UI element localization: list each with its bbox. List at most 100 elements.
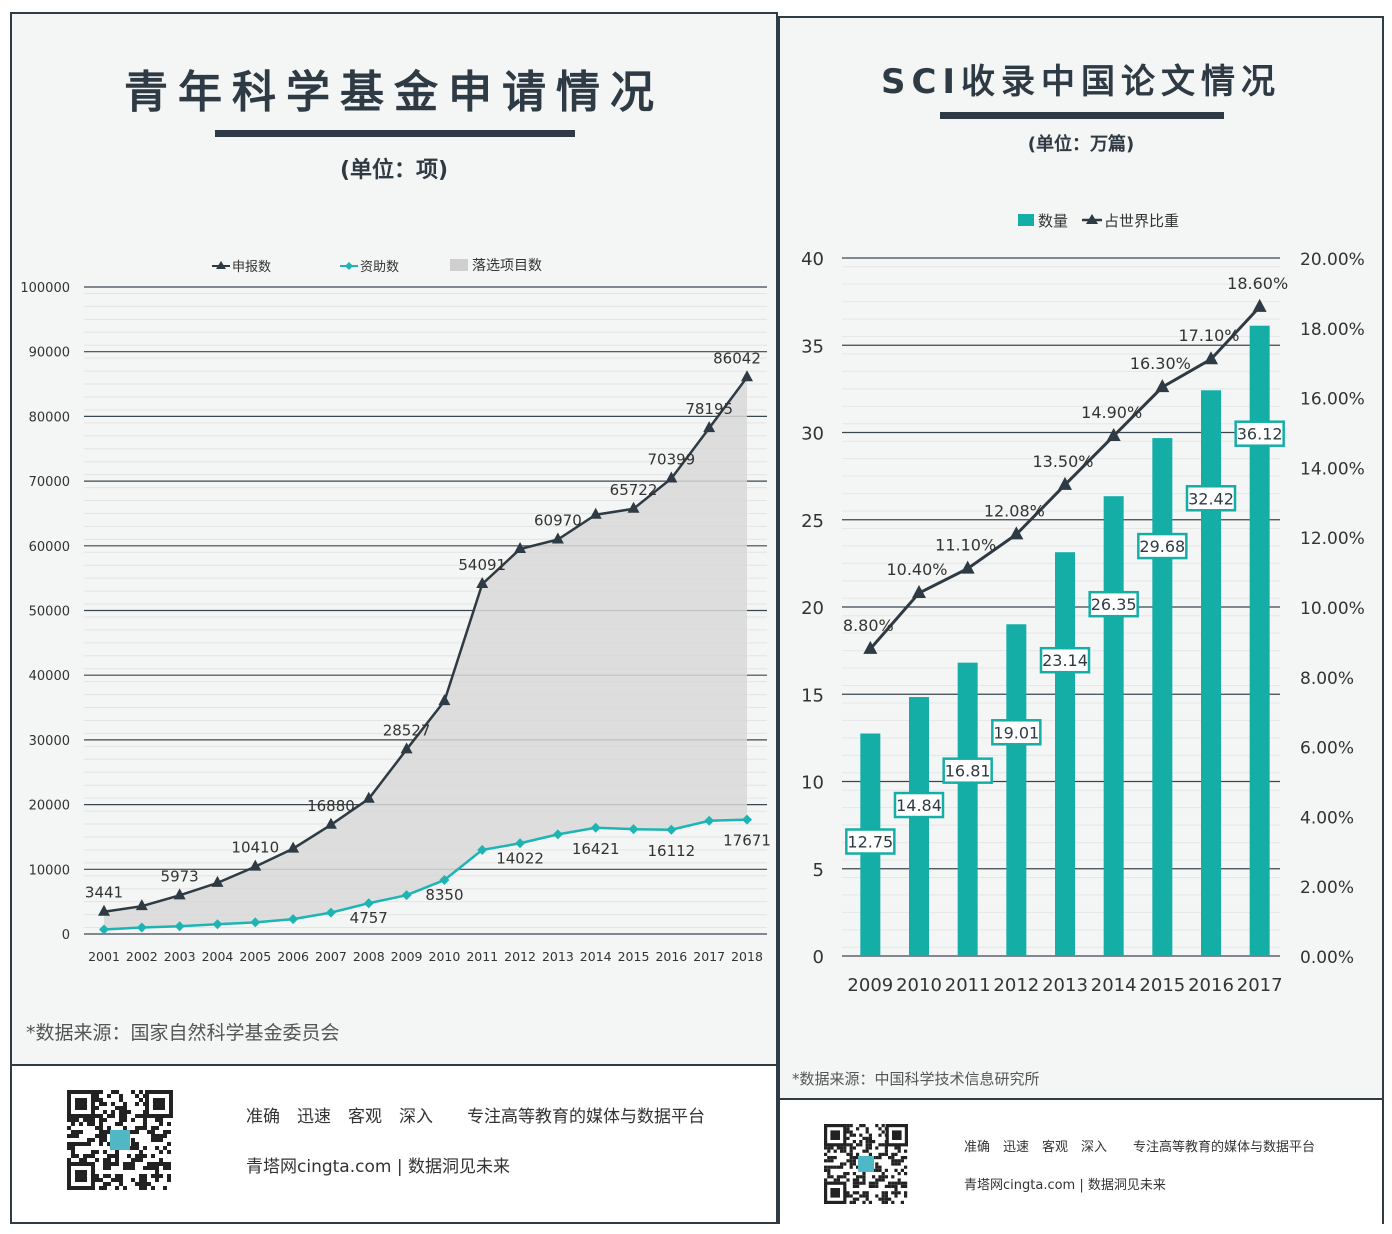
qr-module bbox=[894, 1191, 898, 1195]
qr-module bbox=[875, 1181, 879, 1185]
qr-module bbox=[103, 1186, 107, 1190]
y-tick-label: 25 bbox=[801, 511, 824, 532]
qr-module bbox=[151, 1134, 155, 1138]
qr-module bbox=[884, 1175, 888, 1179]
qr-module bbox=[83, 1142, 87, 1146]
qr-module bbox=[875, 1194, 879, 1198]
qr-module bbox=[163, 1186, 167, 1190]
qr-module bbox=[897, 1162, 901, 1166]
qr-module bbox=[107, 1126, 111, 1130]
right-footer-tagline: 准确 迅速 客观 深入 专注高等教育的媒体与数据平台 bbox=[964, 1140, 1316, 1155]
qr-module bbox=[849, 1200, 853, 1204]
qr-module bbox=[865, 1143, 869, 1147]
qr-module bbox=[143, 1182, 147, 1186]
qr-module bbox=[83, 1118, 87, 1122]
qr-module bbox=[103, 1150, 107, 1154]
qr-module bbox=[131, 1146, 135, 1150]
qr-module bbox=[107, 1094, 111, 1098]
qr-module bbox=[836, 1146, 840, 1150]
qr-module bbox=[872, 1140, 876, 1144]
qr-module bbox=[151, 1130, 155, 1134]
qr-module bbox=[103, 1118, 107, 1122]
qr-module bbox=[67, 1118, 71, 1122]
qr-module bbox=[878, 1156, 882, 1160]
legend-label: 占世界比重 bbox=[1104, 212, 1179, 230]
qr-module bbox=[875, 1178, 879, 1182]
funded-point bbox=[666, 824, 677, 835]
qr-module bbox=[87, 1138, 91, 1142]
qr-module bbox=[827, 1168, 831, 1172]
bar-label: 36.12 bbox=[1237, 425, 1283, 444]
qr-module bbox=[843, 1149, 847, 1153]
qr-module bbox=[123, 1106, 127, 1110]
bar bbox=[1201, 390, 1221, 956]
x-tick-label: 2016 bbox=[1188, 975, 1234, 996]
qr-module bbox=[830, 1156, 834, 1160]
qr-module bbox=[904, 1184, 908, 1188]
qr-module bbox=[824, 1159, 828, 1163]
qr-module bbox=[846, 1136, 850, 1140]
qr-module bbox=[852, 1133, 856, 1137]
qr-module bbox=[878, 1133, 882, 1137]
qr-module bbox=[155, 1118, 159, 1122]
data-label: 28527 bbox=[383, 721, 431, 739]
left-panel: 青年科学基金申请情况 (单位：项) 0 10000 20000 30000 40000 5… bbox=[10, 12, 778, 1224]
funded-point bbox=[136, 922, 147, 933]
y-tick-label: 40000 bbox=[29, 669, 70, 684]
qr-module bbox=[852, 1140, 856, 1144]
qr-module bbox=[127, 1110, 131, 1114]
data-label: 5973 bbox=[161, 867, 199, 885]
qr-module bbox=[99, 1118, 103, 1122]
qr-module bbox=[163, 1166, 167, 1170]
qr-module bbox=[900, 1156, 904, 1160]
qr-module bbox=[849, 1156, 853, 1160]
qr-module bbox=[155, 1146, 159, 1150]
qr-module bbox=[107, 1174, 111, 1178]
qr-module bbox=[119, 1118, 123, 1122]
qr-module bbox=[119, 1094, 123, 1098]
left-source-note: *数据来源：国家自然科学基金委员会 bbox=[26, 1022, 340, 1044]
qr-module bbox=[167, 1130, 171, 1134]
qr-module bbox=[878, 1175, 882, 1179]
qr-module bbox=[894, 1188, 898, 1192]
qr-finder bbox=[75, 1170, 87, 1182]
qr-module bbox=[127, 1154, 131, 1158]
qr-code bbox=[824, 1124, 908, 1204]
qr-module bbox=[159, 1150, 163, 1154]
funded-point bbox=[325, 907, 336, 918]
right-panel: SCI收录中国论文情况 (单位：万篇) 0 5 10 15 20 25 30 35 40 0.00… bbox=[778, 16, 1384, 1224]
qr-module bbox=[875, 1168, 879, 1172]
qr-module bbox=[99, 1114, 103, 1118]
qr-module bbox=[846, 1178, 850, 1182]
qr-module bbox=[878, 1178, 882, 1182]
qr-module bbox=[875, 1124, 879, 1128]
qr-module bbox=[843, 1162, 847, 1166]
y-tick-label: 100000 bbox=[20, 281, 70, 296]
qr-module bbox=[87, 1122, 91, 1126]
qr-code bbox=[67, 1090, 173, 1190]
y2-tick-label: 4.00% bbox=[1300, 808, 1354, 828]
qr-module bbox=[99, 1186, 103, 1190]
qr-module bbox=[107, 1142, 111, 1146]
qr-module bbox=[856, 1197, 860, 1201]
left-unit-label: (单位：项) bbox=[339, 158, 449, 183]
qr-module bbox=[143, 1186, 147, 1190]
qr-module bbox=[103, 1174, 107, 1178]
qr-module bbox=[868, 1146, 872, 1150]
qr-module bbox=[904, 1194, 908, 1198]
qr-module bbox=[115, 1178, 119, 1182]
qr-module bbox=[115, 1150, 119, 1154]
qr-module bbox=[143, 1154, 147, 1158]
qr-module bbox=[849, 1149, 853, 1153]
qr-module bbox=[79, 1158, 83, 1162]
qr-module bbox=[900, 1200, 904, 1204]
qr-module bbox=[147, 1130, 151, 1134]
qr-module bbox=[836, 1175, 840, 1179]
qr-module bbox=[846, 1127, 850, 1131]
qr-module bbox=[119, 1174, 123, 1178]
qr-module bbox=[95, 1114, 99, 1118]
share-point bbox=[1155, 379, 1170, 393]
qr-module bbox=[852, 1184, 856, 1188]
qr-module bbox=[67, 1126, 71, 1130]
qr-module bbox=[135, 1146, 139, 1150]
